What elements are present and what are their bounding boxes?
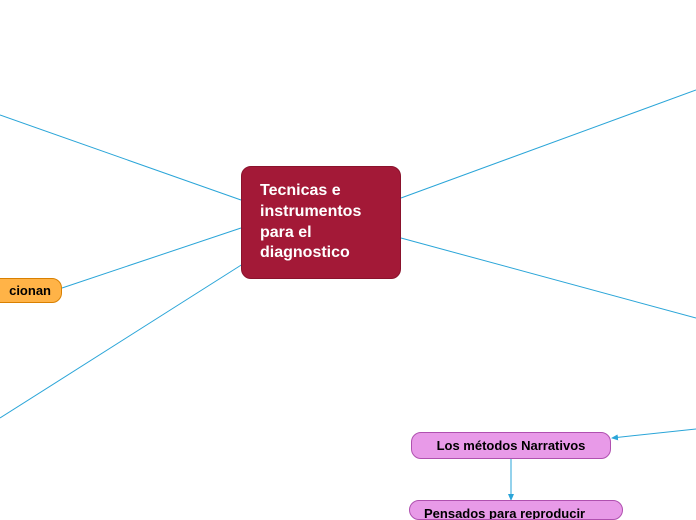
branch-pensados[interactable]: Pensados para reproducir — [409, 500, 623, 520]
central-topic[interactable]: Tecnicas e instrumentos para el diagnost… — [241, 166, 401, 279]
branch-narrative-methods[interactable]: Los métodos Narrativos — [411, 432, 611, 459]
branch-left-clipped[interactable]: cionan — [0, 278, 62, 303]
